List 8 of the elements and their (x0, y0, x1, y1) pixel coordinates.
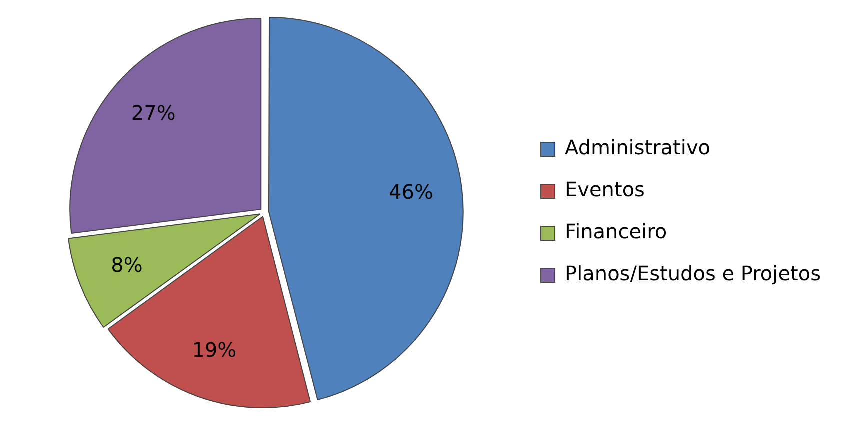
data-label: 19% (192, 338, 237, 362)
legend-label: Planos/Estudos e Projetos (565, 262, 822, 286)
legend-label: Administrativo (565, 136, 711, 160)
legend-label: Financeiro (565, 220, 668, 244)
data-label: 8% (111, 253, 143, 278)
data-label: 46% (389, 180, 434, 204)
legend-label: Eventos (565, 178, 645, 202)
data-label: 27% (131, 100, 176, 125)
